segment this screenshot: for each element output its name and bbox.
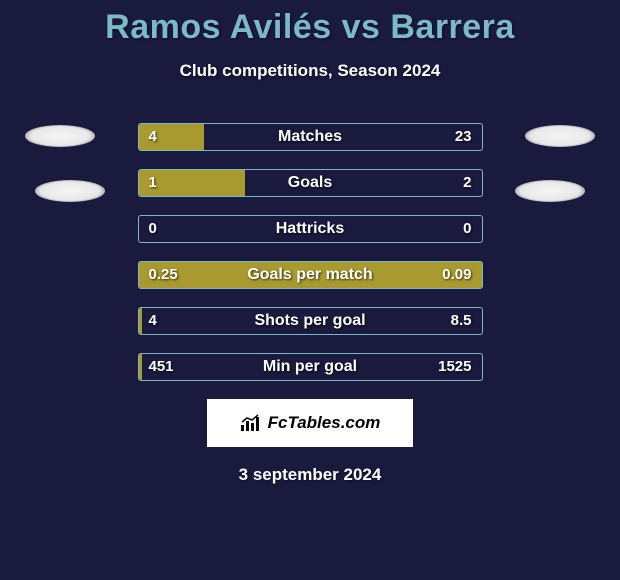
stat-label: Goals per match xyxy=(139,262,482,288)
date-label: 3 september 2024 xyxy=(0,465,620,485)
stats-list: 4 Matches 23 1 Goals 2 0 Hattricks 0 0.2… xyxy=(138,123,483,381)
comparison-card: Ramos Avilés vs Barrera Club competition… xyxy=(0,0,620,485)
stat-row-hattricks: 0 Hattricks 0 xyxy=(138,215,483,243)
brand-text: FcTables.com xyxy=(268,413,381,433)
stat-row-matches: 4 Matches 23 xyxy=(138,123,483,151)
stat-row-gpm: 0.25 Goals per match 0.09 xyxy=(138,261,483,289)
stat-label: Min per goal xyxy=(139,354,482,380)
page-title: Ramos Avilés vs Barrera xyxy=(0,8,620,47)
stat-row-spg: 4 Shots per goal 8.5 xyxy=(138,307,483,335)
stat-value-right: 8.5 xyxy=(451,308,472,334)
stat-label: Goals xyxy=(139,170,482,196)
stat-row-goals: 1 Goals 2 xyxy=(138,169,483,197)
subtitle: Club competitions, Season 2024 xyxy=(0,61,620,81)
stat-value-right: 1525 xyxy=(438,354,471,380)
brand-badge: FcTables.com xyxy=(207,399,413,447)
chart-icon xyxy=(240,414,262,432)
club-logo-placeholder xyxy=(25,125,95,147)
stat-label: Matches xyxy=(139,124,482,150)
club-logo-placeholder xyxy=(525,125,595,147)
stat-label: Shots per goal xyxy=(139,308,482,334)
stat-value-right: 2 xyxy=(463,170,471,196)
stat-value-right: 23 xyxy=(455,124,472,150)
stat-label: Hattricks xyxy=(139,216,482,242)
club-logo-placeholder xyxy=(515,180,585,202)
stat-row-mpg: 451 Min per goal 1525 xyxy=(138,353,483,381)
stat-value-right: 0 xyxy=(463,216,471,242)
club-logo-placeholder xyxy=(35,180,105,202)
stat-value-right: 0.09 xyxy=(442,262,471,288)
